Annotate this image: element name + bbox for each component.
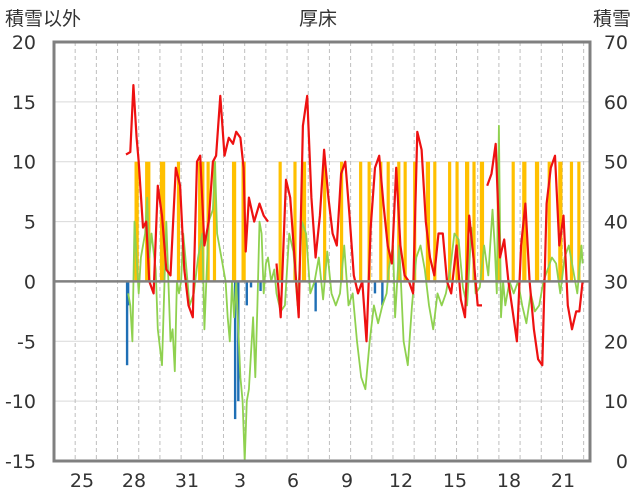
x-tick-label: 15: [443, 470, 467, 492]
right-tick-label: 60: [604, 92, 628, 114]
left-axis-title: 積雪以外: [5, 8, 81, 30]
chart-title: 厚床: [299, 8, 337, 30]
x-tick-label: 9: [341, 470, 353, 492]
precip-bar: [249, 281, 253, 288]
precip-bar: [314, 281, 317, 312]
right-tick-label: 30: [604, 271, 628, 293]
snow-bar: [472, 161, 476, 282]
secondary-series-line: [127, 124, 584, 462]
snow-bar: [577, 161, 581, 282]
snow-bar: [558, 161, 563, 282]
precip-bar: [373, 281, 377, 294]
snow-bar: [455, 161, 459, 282]
right-tick-label: 40: [604, 212, 628, 234]
left-tick-label: -5: [17, 331, 36, 353]
left-tick-label: 0: [24, 271, 36, 293]
snow-bar: [231, 161, 237, 282]
snow-bar: [301, 161, 307, 282]
snow-bar: [386, 161, 390, 282]
right-tick-label: 0: [616, 451, 628, 473]
precip-bar: [245, 281, 248, 306]
x-tick-label: 21: [551, 470, 575, 492]
snow-bar: [212, 161, 217, 282]
snow-bar: [547, 161, 551, 282]
left-tick-label: -10: [5, 391, 36, 413]
snow-bar: [367, 161, 371, 282]
x-tick-label: 18: [497, 470, 521, 492]
snow-bar: [465, 161, 470, 282]
snow-bar: [534, 161, 540, 282]
snow-bar: [425, 161, 431, 282]
x-tick-label: 12: [389, 470, 413, 492]
precip-bar: [381, 281, 384, 306]
snow-bar: [379, 161, 383, 282]
left-tick-label: -15: [5, 451, 36, 473]
x-tick-label: 28: [122, 470, 146, 492]
left-tick-label: 15: [12, 92, 36, 114]
right-axis-title: 積雪: [593, 8, 631, 30]
x-tick-label: 6: [287, 470, 299, 492]
right-tick-label: 20: [604, 331, 628, 353]
snow-bar: [433, 161, 437, 282]
x-tick-label: 31: [175, 470, 199, 492]
snow-bar: [323, 161, 327, 282]
snow-bar: [448, 161, 452, 282]
snow-bar: [198, 161, 205, 282]
precip-bar: [259, 281, 262, 292]
x-tick-label: 3: [234, 470, 246, 492]
snow-bar: [293, 161, 297, 282]
axes: [52, 40, 592, 463]
right-tick-label: 70: [604, 32, 628, 54]
left-tick-label: 5: [24, 212, 36, 234]
x-tick-label: 25: [70, 470, 94, 492]
precip-bar: [125, 281, 129, 366]
snow-bar: [359, 161, 363, 282]
snow-bar: [134, 161, 139, 282]
right-tick-label: 10: [604, 391, 628, 413]
precip-bar: [126, 281, 130, 306]
snow-bar: [241, 161, 246, 282]
snow-bar: [569, 161, 574, 282]
snow-bar: [511, 161, 515, 282]
plot-frame: [52, 40, 592, 463]
snow-bar: [340, 161, 344, 282]
snow-bar: [176, 161, 181, 282]
left-tick-label: 10: [12, 152, 36, 174]
snow-bar: [403, 161, 407, 282]
snow-bar: [278, 161, 282, 282]
precip-bar: [233, 281, 237, 420]
snow-bar: [479, 161, 485, 282]
right-tick-label: 50: [604, 152, 628, 174]
left-tick-label: 20: [12, 32, 36, 54]
